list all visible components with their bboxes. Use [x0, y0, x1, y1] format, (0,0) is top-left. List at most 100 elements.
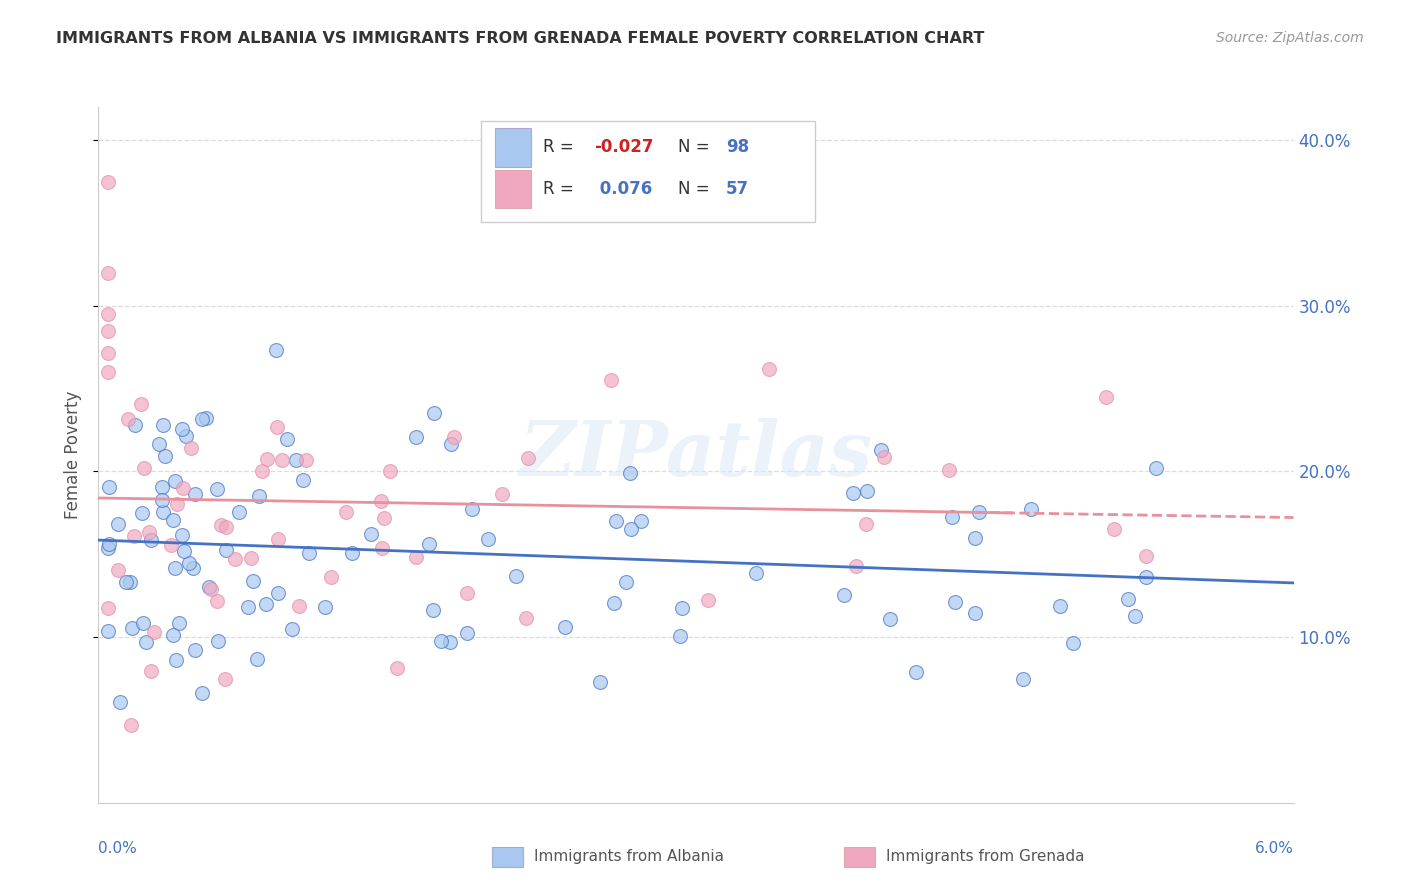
Text: IMMIGRANTS FROM ALBANIA VS IMMIGRANTS FROM GRENADA FEMALE POVERTY CORRELATION CH: IMMIGRANTS FROM ALBANIA VS IMMIGRANTS FR…: [56, 31, 984, 46]
Point: [1095, 390, 1118, 404]
Point: [477, 532, 499, 546]
Point: [873, 450, 896, 465]
Point: [97, 541, 120, 555]
Point: [97, 307, 120, 321]
Point: [173, 543, 195, 558]
Point: [132, 615, 155, 630]
Point: [97, 175, 120, 189]
Point: [603, 596, 626, 610]
Point: [159, 538, 181, 552]
Text: R =: R =: [543, 138, 579, 156]
Point: [945, 595, 967, 609]
Point: [456, 625, 478, 640]
Point: [124, 418, 146, 433]
Point: [97, 346, 120, 360]
Point: [295, 453, 318, 467]
Point: [107, 563, 129, 577]
Point: [619, 467, 641, 481]
Point: [97, 624, 120, 638]
Point: [252, 464, 274, 478]
Point: [298, 546, 321, 560]
Point: [758, 361, 780, 376]
Point: [405, 550, 427, 565]
Point: [242, 574, 264, 588]
Point: [319, 570, 342, 584]
Point: [264, 343, 287, 357]
Point: [207, 634, 229, 648]
Text: N =: N =: [678, 138, 714, 156]
Point: [938, 463, 960, 477]
Point: [184, 643, 207, 657]
Point: [267, 532, 290, 546]
Point: [855, 516, 877, 531]
Text: N =: N =: [678, 180, 714, 198]
Point: [143, 625, 166, 640]
Point: [165, 653, 187, 667]
Point: [373, 511, 395, 525]
Point: [630, 515, 652, 529]
Point: [745, 566, 768, 580]
Point: [842, 485, 865, 500]
Point: [697, 593, 720, 607]
Point: [198, 580, 221, 594]
Point: [97, 266, 120, 280]
Point: [129, 397, 152, 411]
Point: [172, 528, 194, 542]
Point: [314, 599, 336, 614]
Point: [1104, 522, 1126, 536]
Point: [236, 599, 259, 614]
Point: [214, 673, 236, 687]
Point: [291, 473, 314, 487]
Point: [240, 550, 263, 565]
Point: [287, 599, 309, 613]
Point: [205, 482, 228, 496]
Point: [671, 600, 693, 615]
Point: [176, 429, 198, 443]
Point: [215, 542, 238, 557]
Point: [505, 569, 527, 583]
Point: [1118, 592, 1140, 607]
Point: [963, 606, 986, 620]
Bar: [495, 128, 531, 167]
Point: [276, 432, 298, 446]
Point: [443, 429, 465, 443]
Text: Immigrants from Albania: Immigrants from Albania: [534, 849, 724, 863]
Point: [165, 561, 187, 575]
Point: [600, 373, 623, 387]
Point: [120, 575, 142, 590]
Point: [422, 603, 444, 617]
Point: [1049, 599, 1071, 614]
Point: [150, 480, 173, 494]
Point: [108, 695, 131, 709]
Point: [97, 600, 120, 615]
Point: [1012, 672, 1035, 686]
Point: [266, 419, 288, 434]
Bar: [495, 170, 531, 208]
Point: [517, 450, 540, 465]
Point: [121, 621, 143, 635]
Point: [266, 586, 288, 600]
Point: [460, 501, 482, 516]
Point: [380, 464, 402, 478]
Point: [422, 406, 444, 420]
Point: [224, 552, 246, 566]
Point: [162, 513, 184, 527]
Point: [195, 410, 218, 425]
Point: [969, 505, 991, 519]
Point: [1123, 608, 1146, 623]
Point: [335, 505, 357, 519]
Text: R =: R =: [543, 180, 579, 198]
Text: Immigrants from Grenada: Immigrants from Grenada: [886, 849, 1084, 863]
Point: [152, 505, 174, 519]
Point: [371, 541, 394, 556]
Point: [138, 525, 160, 540]
Text: 57: 57: [725, 180, 749, 198]
Point: [285, 452, 308, 467]
Point: [491, 487, 513, 501]
Point: [205, 593, 228, 607]
Point: [131, 506, 153, 520]
Point: [614, 574, 637, 589]
Text: 6.0%: 6.0%: [1254, 841, 1294, 856]
Point: [167, 616, 190, 631]
Point: [166, 497, 188, 511]
